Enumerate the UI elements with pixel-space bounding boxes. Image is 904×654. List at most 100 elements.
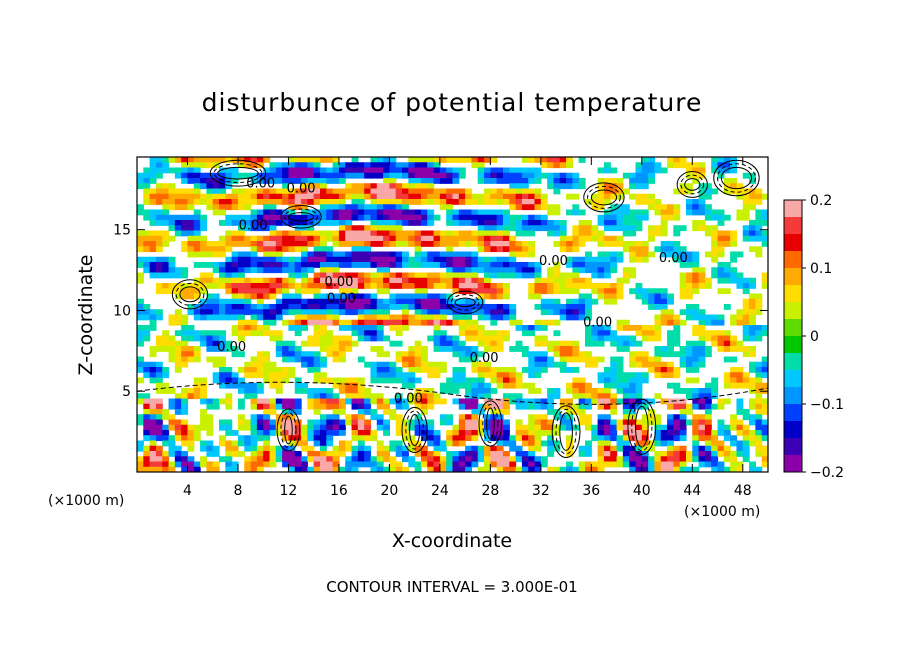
field-cell <box>263 398 271 405</box>
field-cell <box>749 461 756 468</box>
field-cell <box>540 298 548 305</box>
field-cell <box>364 330 372 337</box>
field-cell <box>566 298 573 305</box>
field-cell <box>547 220 555 226</box>
field-cell <box>723 340 731 347</box>
field-cell <box>389 283 397 289</box>
field-cell <box>313 340 321 347</box>
field-cell <box>149 367 157 373</box>
contour-label: 0.00 <box>324 275 353 290</box>
field-cell <box>313 424 321 431</box>
field-cell <box>471 262 479 268</box>
field-cell <box>414 235 422 242</box>
field-cell <box>572 230 580 237</box>
field-cell <box>225 424 233 431</box>
field-cell <box>427 172 435 179</box>
field-cell <box>465 188 473 195</box>
field-cell <box>477 361 485 368</box>
field-cell <box>742 309 750 316</box>
field-cell <box>225 393 233 400</box>
field-cell <box>673 430 681 436</box>
field-cell <box>446 435 454 442</box>
field-cell <box>319 335 327 342</box>
field-cell <box>301 246 308 253</box>
field-cell <box>559 340 567 347</box>
field-cell <box>370 183 378 190</box>
field-cell <box>547 178 555 184</box>
field-cell <box>692 225 700 232</box>
field-cell <box>572 377 580 384</box>
field-cell <box>307 466 315 472</box>
field-cell <box>250 262 258 268</box>
field-cell <box>433 393 441 400</box>
field-cell <box>446 451 454 457</box>
field-cell <box>275 419 283 426</box>
field-cell <box>162 461 170 468</box>
field-cell <box>357 419 365 426</box>
field-cell <box>559 398 567 405</box>
field-cell <box>326 204 334 211</box>
field-cell <box>648 330 656 337</box>
field-cell <box>585 220 592 226</box>
field-cell <box>357 445 365 452</box>
field-cell <box>282 172 290 179</box>
field-cell <box>534 220 542 226</box>
field-cell <box>155 283 163 289</box>
field-cell <box>534 304 542 310</box>
field-cell <box>465 456 473 463</box>
field-cell <box>338 235 346 242</box>
field-cell <box>629 256 637 263</box>
field-cell <box>692 309 700 316</box>
field-cell <box>364 451 372 457</box>
field-cell <box>723 304 731 310</box>
field-cell <box>641 403 649 410</box>
field-cell <box>528 451 536 457</box>
field-cell <box>364 183 372 190</box>
field-cell <box>465 414 473 421</box>
field-cell <box>597 204 605 211</box>
field-cell <box>559 351 567 358</box>
field-cell <box>559 466 567 472</box>
field-cell <box>174 330 182 337</box>
field-cell <box>370 377 378 384</box>
field-cell <box>730 241 738 247</box>
field-cell <box>181 430 189 436</box>
field-cell <box>364 309 372 316</box>
field-cell <box>458 309 466 316</box>
field-cell <box>490 288 498 295</box>
field-cell <box>484 235 491 242</box>
field-cell <box>313 251 321 258</box>
field-cell <box>256 435 264 442</box>
field-cell <box>458 356 466 363</box>
field-cell <box>244 319 252 326</box>
field-cell <box>307 367 315 373</box>
field-cell <box>395 393 403 400</box>
field-cell <box>357 309 365 316</box>
field-cell <box>553 288 561 295</box>
field-cell <box>616 241 624 247</box>
field-cell <box>345 325 353 331</box>
field-cell <box>629 220 637 226</box>
field-cell <box>370 220 378 226</box>
field-cell <box>742 172 750 179</box>
field-cell <box>376 183 384 190</box>
field-cell <box>521 188 529 195</box>
field-cell <box>761 435 768 442</box>
field-cell <box>263 251 271 258</box>
field-cell <box>521 325 529 331</box>
field-cell <box>395 356 403 363</box>
field-cell <box>496 172 504 179</box>
field-cell <box>458 235 466 242</box>
field-cell <box>263 440 271 447</box>
field-cell <box>534 199 542 205</box>
field-cell <box>282 451 290 457</box>
field-cell <box>263 241 271 247</box>
field-cell <box>338 319 346 326</box>
field-cell <box>364 298 372 305</box>
field-cell <box>319 377 327 384</box>
field-cell <box>654 424 662 431</box>
field-cell <box>326 393 334 400</box>
field-cell <box>414 272 422 279</box>
field-cell <box>471 398 479 405</box>
field-cell <box>357 388 365 394</box>
